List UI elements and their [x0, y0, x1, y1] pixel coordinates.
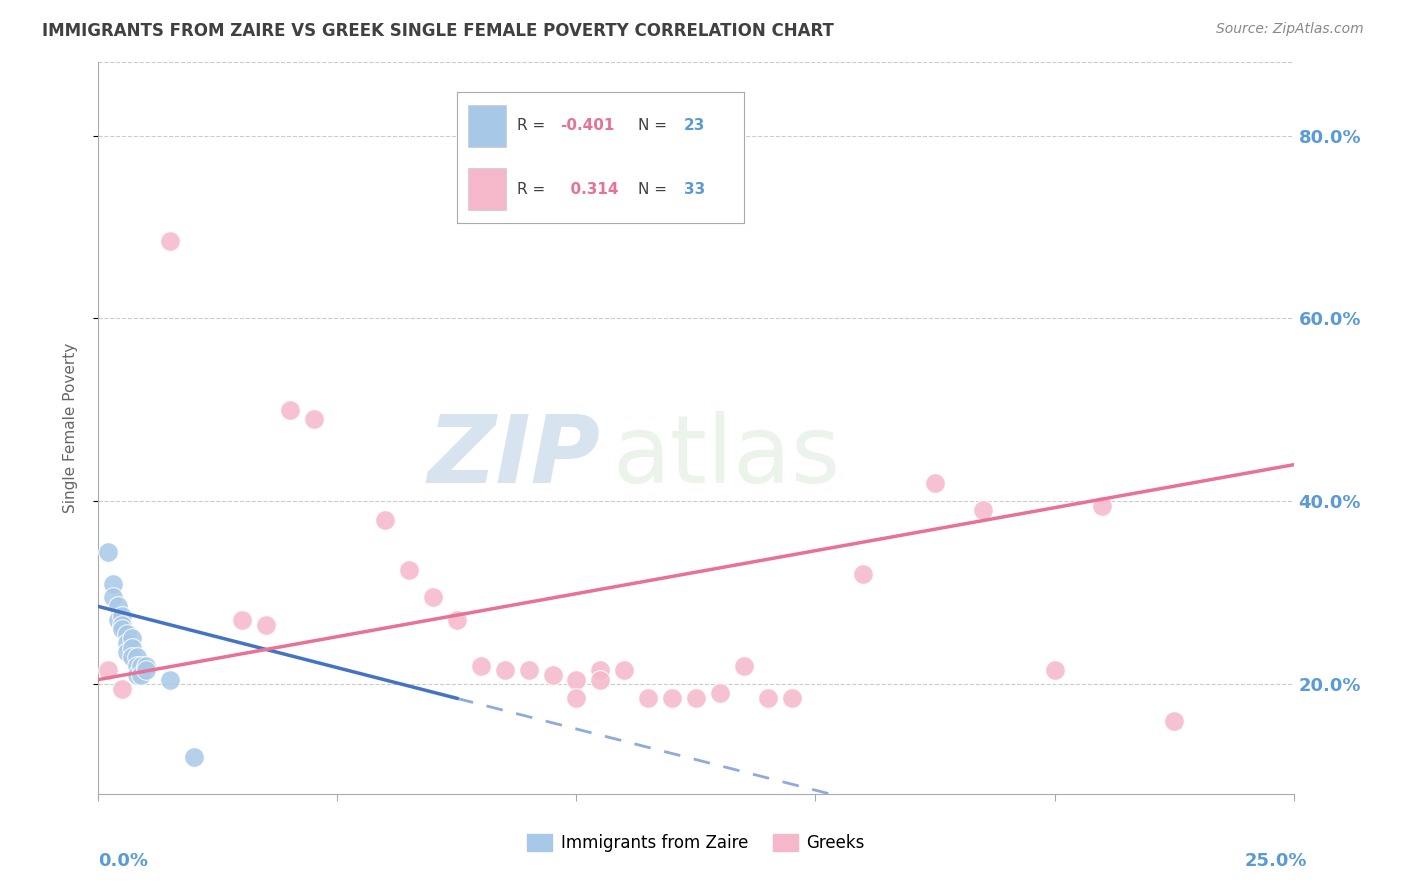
Text: 25.0%: 25.0% [1246, 852, 1308, 870]
Point [924, 476, 946, 491]
Point [131, 668, 153, 682]
Point [121, 640, 143, 655]
Point [183, 750, 205, 764]
Point [733, 658, 755, 673]
Point [115, 627, 138, 641]
Point [101, 591, 124, 605]
Point [97, 664, 120, 678]
Point [446, 613, 468, 627]
Point [1091, 499, 1114, 513]
Point [972, 503, 994, 517]
Point [111, 681, 134, 696]
Point [125, 658, 148, 673]
Point [131, 658, 153, 673]
Point [111, 617, 134, 632]
Point [565, 690, 588, 705]
Point [135, 664, 157, 678]
Point [121, 649, 143, 664]
Point [125, 668, 148, 682]
Point [852, 567, 875, 582]
Point [685, 690, 707, 705]
Point [101, 576, 124, 591]
Point [107, 599, 129, 614]
Point [135, 658, 157, 673]
Point [125, 649, 148, 664]
Text: 0.0%: 0.0% [98, 852, 149, 870]
Point [398, 563, 420, 577]
Point [159, 234, 181, 248]
Point [107, 613, 129, 627]
Point [756, 690, 779, 705]
Legend: Immigrants from Zaire, Greeks: Immigrants from Zaire, Greeks [520, 827, 872, 859]
Text: IMMIGRANTS FROM ZAIRE VS GREEK SINGLE FEMALE POVERTY CORRELATION CHART: IMMIGRANTS FROM ZAIRE VS GREEK SINGLE FE… [42, 22, 834, 40]
Point [613, 664, 636, 678]
Text: atlas: atlas [613, 411, 841, 503]
Point [97, 544, 120, 558]
Point [709, 686, 731, 700]
Point [1043, 664, 1066, 678]
Point [121, 632, 143, 646]
Point [661, 690, 683, 705]
Point [780, 690, 803, 705]
Point [589, 664, 612, 678]
Point [302, 412, 325, 426]
Point [278, 403, 301, 417]
Point [1163, 714, 1185, 728]
Point [111, 608, 134, 623]
Point [589, 673, 612, 687]
Point [231, 613, 253, 627]
Point [637, 690, 659, 705]
Point [254, 617, 277, 632]
Text: Source: ZipAtlas.com: Source: ZipAtlas.com [1216, 22, 1364, 37]
Point [115, 645, 138, 659]
Point [470, 658, 492, 673]
Text: ZIP: ZIP [427, 411, 600, 503]
Point [517, 664, 540, 678]
Point [494, 664, 516, 678]
Point [111, 623, 134, 637]
Point [541, 668, 564, 682]
Point [374, 512, 396, 526]
Point [565, 673, 588, 687]
Point [159, 673, 181, 687]
Point [115, 636, 138, 650]
Point [422, 591, 444, 605]
Y-axis label: Single Female Poverty: Single Female Poverty [63, 343, 77, 513]
